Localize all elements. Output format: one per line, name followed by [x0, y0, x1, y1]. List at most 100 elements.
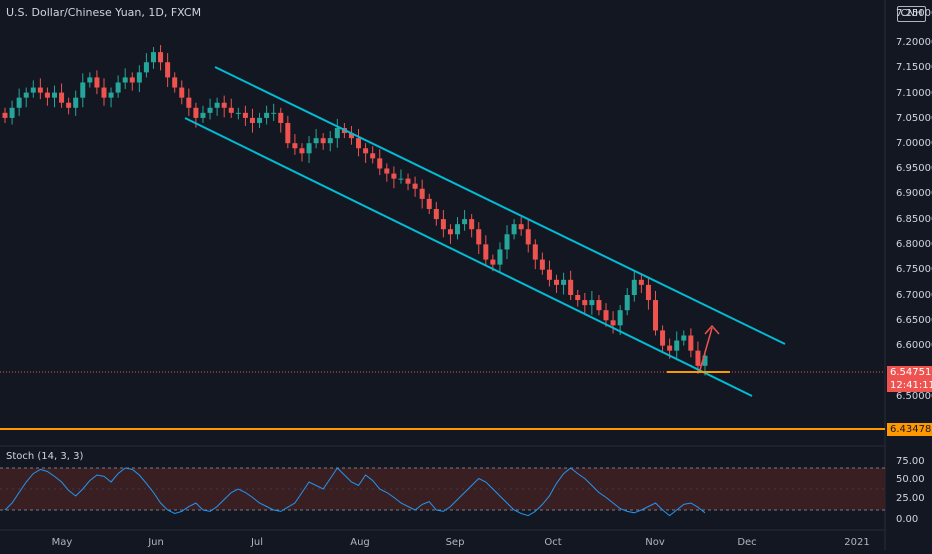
candle-body — [44, 92, 50, 98]
candle-body — [242, 112, 248, 118]
bar-countdown-tag: 12:41:11 — [887, 379, 932, 392]
candle-body — [667, 345, 673, 351]
chart-title: U.S. Dollar/Chinese Yuan, 1D, FXCM — [6, 6, 202, 19]
stochastic-title[interactable]: Stoch (14, 3, 3) — [6, 451, 84, 462]
candle-body — [136, 72, 142, 83]
current-price-tag: 6.54751 — [887, 366, 932, 379]
candle-body — [221, 102, 227, 108]
stoch-label: 25.00 — [896, 493, 925, 504]
price-label: 6.90000 — [896, 188, 932, 199]
stoch-label: 50.00 — [896, 474, 925, 485]
candle-body — [264, 112, 270, 118]
price-label: 7.10000 — [896, 88, 932, 99]
candle-body — [158, 52, 164, 63]
candle-body — [16, 97, 22, 108]
candle-body — [356, 138, 362, 149]
stoch-k-line — [4, 467, 706, 517]
time-label: Jul — [250, 537, 264, 548]
candle-body — [292, 143, 298, 149]
candle-body — [51, 92, 57, 98]
candle-body — [129, 77, 135, 83]
candle-body — [30, 87, 36, 93]
candle-body — [299, 148, 305, 154]
candle-body — [115, 82, 121, 93]
candle-body — [483, 244, 489, 260]
candle-body — [617, 310, 623, 326]
candle-body — [674, 340, 680, 351]
support-level-tag: 6.43478 — [887, 423, 932, 436]
candle-body — [108, 92, 114, 98]
stoch-band — [0, 468, 885, 510]
candle-body — [546, 269, 552, 280]
candle-body — [624, 295, 630, 311]
candle-body — [94, 77, 100, 88]
candle-body — [582, 300, 588, 306]
time-label: Dec — [737, 537, 757, 548]
candle-body — [688, 335, 694, 351]
candle-body — [462, 219, 468, 225]
time-label: 2021 — [844, 537, 870, 548]
time-label: Aug — [350, 537, 370, 548]
candle-body — [419, 188, 425, 199]
time-label: Oct — [544, 537, 562, 548]
candle-body — [80, 82, 86, 98]
channel-lower-line — [184, 117, 753, 397]
candle-body — [504, 234, 510, 250]
channel-upper-line — [214, 66, 786, 345]
candle-body — [702, 355, 708, 366]
candle-body — [525, 229, 531, 245]
candle-body — [455, 224, 461, 235]
candle-body — [193, 107, 199, 118]
candle-body — [2, 112, 8, 118]
candle-body — [596, 300, 602, 311]
price-label: 6.70000 — [896, 290, 932, 301]
candle-body — [334, 128, 340, 139]
price-label: 7.25000 — [896, 8, 932, 19]
price-label: 7.00000 — [896, 138, 932, 149]
price-label: 6.75000 — [896, 264, 932, 275]
candle-body — [398, 178, 404, 180]
candle-body — [257, 117, 263, 123]
candle-body — [200, 112, 206, 118]
candle-body — [143, 62, 149, 73]
candle-body — [172, 77, 178, 88]
candle-body — [490, 259, 496, 265]
candle-body — [589, 300, 595, 306]
forecast-arrow-shaft — [699, 327, 713, 371]
candle-body — [306, 143, 312, 154]
candle-body — [348, 133, 354, 139]
price-label: 6.50000 — [896, 391, 932, 402]
candle-body — [426, 198, 432, 209]
candle-body — [631, 279, 637, 295]
candle-body — [660, 330, 666, 346]
candle-body — [249, 117, 255, 123]
currency-badge[interactable]: CNH — [897, 6, 926, 22]
price-label: 6.85000 — [896, 214, 932, 225]
candle-body — [433, 208, 439, 220]
price-label: 7.05000 — [896, 113, 932, 124]
candle-body — [9, 107, 15, 118]
candle-body — [278, 112, 284, 123]
price-label: 6.65000 — [896, 315, 932, 326]
candle-body — [377, 158, 383, 169]
forecast-arrow-head — [704, 324, 720, 335]
candle-body — [518, 224, 524, 230]
candle-body — [568, 279, 574, 295]
candle-body — [150, 52, 156, 63]
candle-body — [186, 97, 192, 108]
candle-body — [73, 97, 79, 108]
candle-body — [228, 107, 234, 113]
candle-body — [497, 249, 503, 265]
candle-body — [384, 168, 390, 174]
candle-body — [391, 173, 397, 179]
candle-body — [327, 138, 333, 144]
candle-body — [165, 62, 171, 78]
candle-body — [313, 138, 319, 144]
candle-body — [37, 87, 43, 93]
price-label: 6.60000 — [896, 340, 932, 351]
candle-body — [235, 112, 241, 114]
candle-body — [638, 279, 644, 285]
time-label: Nov — [645, 537, 665, 548]
